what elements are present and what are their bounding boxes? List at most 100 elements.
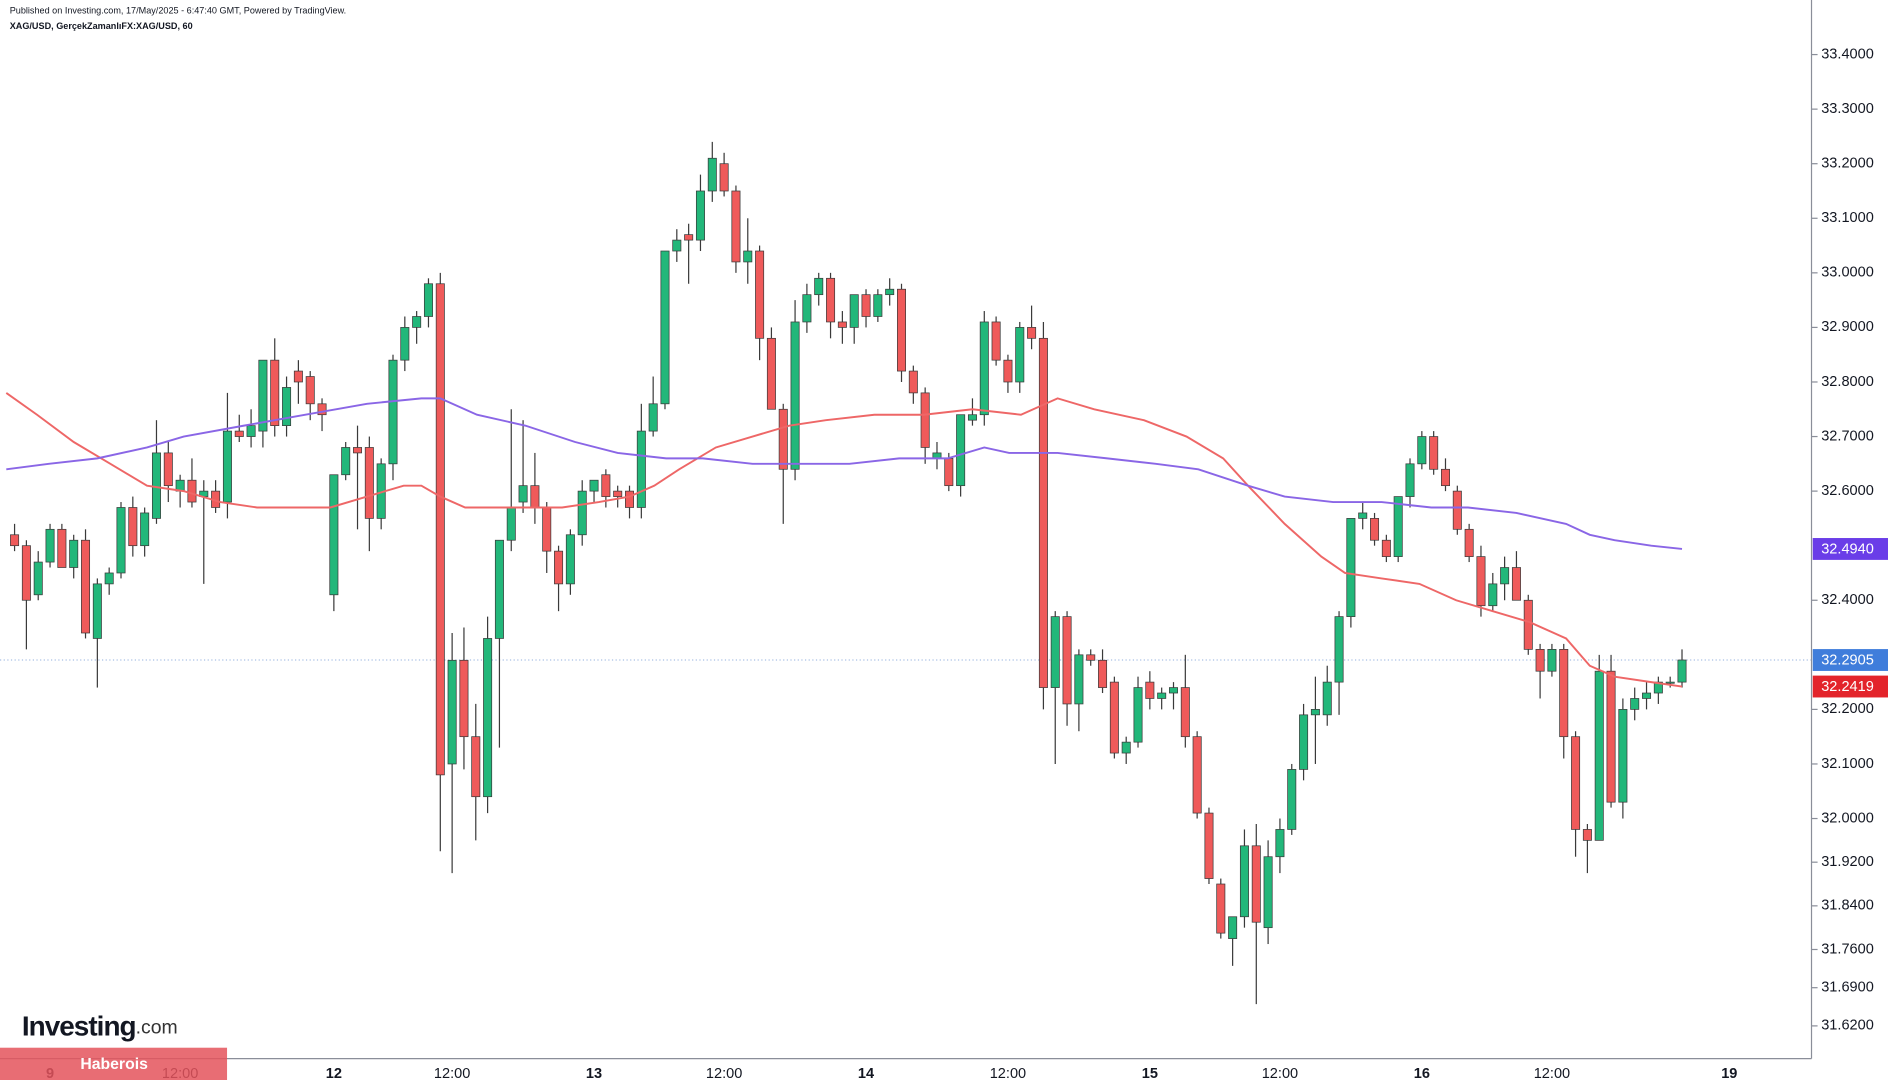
y-tick-label: 31.7600 <box>1821 941 1874 957</box>
candle-body <box>187 479 197 503</box>
y-tick-label: 32.6000 <box>1821 483 1874 499</box>
candle-body <box>1169 687 1178 694</box>
x-tick-label: 12:00 <box>706 1066 742 1080</box>
candle-body <box>1440 468 1450 487</box>
plot-area <box>0 141 1812 1005</box>
candle-body <box>1571 736 1581 830</box>
y-tick-label: 32.1000 <box>1821 756 1874 772</box>
candle-body <box>483 638 493 798</box>
candle-body <box>1334 616 1344 683</box>
candle-body <box>1239 845 1249 918</box>
candle-body <box>920 392 930 448</box>
candle-body <box>116 507 126 574</box>
y-tick-label: 32.9000 <box>1821 319 1874 335</box>
candle-body <box>317 403 327 416</box>
candle-body <box>282 387 292 427</box>
candle-body <box>1086 654 1096 661</box>
candle-body <box>1464 528 1474 557</box>
candle-body <box>648 403 658 432</box>
candle-body <box>672 239 682 252</box>
candle-body <box>1027 327 1037 339</box>
y-tick-label: 32.7000 <box>1821 428 1874 444</box>
candle-body <box>246 425 256 437</box>
candle-body <box>814 277 824 296</box>
x-tick-label: 14 <box>858 1066 875 1080</box>
x-tick-label: 12:00 <box>990 1066 1026 1080</box>
price-badge-label: 32.2419 <box>1821 679 1874 695</box>
candle-body <box>660 250 670 405</box>
candle-body <box>1618 709 1628 803</box>
x-tick-label: 12:00 <box>434 1066 470 1080</box>
candle-body <box>1594 670 1604 841</box>
candle-body <box>873 294 883 317</box>
candle-body <box>270 359 280 427</box>
candle-body <box>530 485 540 508</box>
y-tick-label: 33.4000 <box>1821 46 1874 62</box>
candle-body <box>1417 436 1427 465</box>
candle-body <box>412 316 422 328</box>
y-tick-label: 32.8000 <box>1821 374 1874 390</box>
candle-body <box>1310 709 1320 716</box>
candle-body <box>1488 583 1498 607</box>
candle-body <box>1606 670 1616 803</box>
candle-body <box>494 539 504 639</box>
candle-body <box>1452 490 1462 530</box>
y-tick-label: 32.2000 <box>1821 701 1874 717</box>
candle-body <box>1062 616 1072 705</box>
watermark-box <box>0 1047 228 1080</box>
candle-body <box>1322 681 1332 716</box>
x-tick-label: 12:00 <box>1534 1066 1570 1080</box>
candle-body <box>1251 845 1261 923</box>
candle-body <box>944 458 954 487</box>
candle-body <box>388 359 398 465</box>
candle-body <box>1275 829 1285 858</box>
candle-body <box>826 277 836 323</box>
y-tick-label: 31.6200 <box>1821 1018 1874 1034</box>
y-tick-label: 33.2000 <box>1821 156 1874 172</box>
price-badge-label: 32.4940 <box>1821 541 1874 557</box>
price-badge-label: 32.2905 <box>1821 652 1874 668</box>
candle-body <box>21 545 31 601</box>
candle-body <box>518 485 528 503</box>
candle-body <box>979 321 989 416</box>
candle-body <box>471 736 481 798</box>
x-tick-label: 15 <box>1142 1066 1158 1080</box>
candle-body <box>849 294 859 328</box>
candle-body <box>908 370 918 394</box>
price-badge <box>1812 675 1888 698</box>
price-badge <box>1812 538 1888 560</box>
x-tick-label: 19 <box>1721 1066 1737 1080</box>
candle-body <box>140 512 150 547</box>
candle-body <box>1109 681 1119 754</box>
candle-body <box>1535 649 1545 672</box>
candle-body <box>234 430 244 437</box>
candle-body <box>1381 539 1391 557</box>
candle-body <box>861 294 871 317</box>
candle-body <box>1393 496 1403 557</box>
candle-body <box>1523 599 1533 650</box>
candle-body <box>92 583 102 639</box>
candle-body <box>565 534 575 585</box>
candle-body <box>69 539 79 568</box>
candle-body <box>1015 327 1025 383</box>
candle-body <box>636 430 646 508</box>
candle-body <box>719 163 729 192</box>
candle-body <box>305 376 315 405</box>
candle-body <box>1121 741 1131 754</box>
candle-body <box>293 370 303 383</box>
candle-body <box>1653 681 1663 694</box>
candle-body <box>743 250 753 263</box>
y-tick-label: 31.8400 <box>1821 898 1874 914</box>
x-tick-label: 13 <box>586 1066 602 1080</box>
candle-body <box>104 572 114 585</box>
candle-body <box>1228 916 1238 939</box>
candle-body <box>1429 436 1439 470</box>
candle-body <box>695 190 705 241</box>
y-tick-label: 33.3000 <box>1821 101 1874 117</box>
candle-body <box>790 321 800 470</box>
candle-body <box>956 414 966 487</box>
candle-body <box>128 507 138 547</box>
candle-body <box>542 507 552 552</box>
candle-body <box>1074 654 1084 705</box>
